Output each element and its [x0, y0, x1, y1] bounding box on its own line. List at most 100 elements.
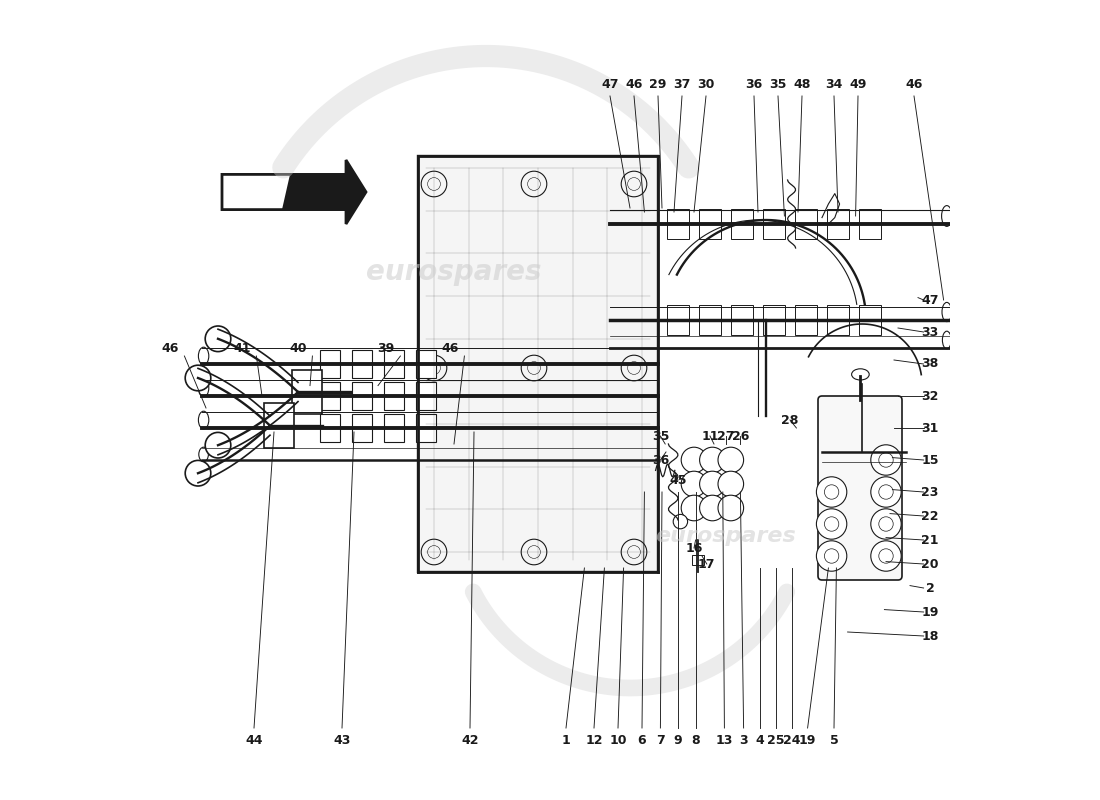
Bar [292, 370, 322, 414]
Bar [762, 305, 785, 335]
Text: 32: 32 [922, 390, 938, 402]
Text: 8: 8 [691, 734, 700, 746]
Circle shape [871, 541, 901, 571]
Bar [762, 209, 785, 239]
Bar [416, 382, 437, 410]
Circle shape [816, 477, 847, 507]
Bar [416, 414, 437, 442]
Ellipse shape [851, 369, 869, 380]
Bar [730, 305, 754, 335]
Bar [827, 305, 849, 335]
FancyBboxPatch shape [818, 396, 902, 580]
Text: 1: 1 [562, 734, 571, 746]
Text: 30: 30 [697, 78, 715, 90]
Text: 45: 45 [669, 474, 686, 486]
Text: 13: 13 [716, 734, 733, 746]
Text: 7: 7 [656, 734, 664, 746]
Circle shape [681, 447, 707, 473]
Bar [320, 382, 340, 410]
Circle shape [700, 471, 725, 497]
Ellipse shape [198, 347, 209, 365]
Ellipse shape [198, 411, 209, 429]
Text: 42: 42 [461, 734, 478, 746]
Bar [795, 305, 817, 335]
Text: 17: 17 [698, 558, 715, 570]
Text: 37: 37 [673, 78, 691, 90]
Bar [730, 209, 754, 239]
Circle shape [673, 514, 688, 529]
Ellipse shape [198, 379, 209, 397]
Circle shape [816, 541, 847, 571]
Bar [827, 209, 849, 239]
Circle shape [816, 509, 847, 539]
Text: 19: 19 [799, 734, 816, 746]
Text: 3: 3 [739, 734, 748, 746]
Circle shape [681, 495, 707, 521]
Text: 22: 22 [922, 510, 938, 522]
Bar [418, 156, 658, 572]
Text: 2: 2 [925, 582, 934, 594]
Ellipse shape [942, 206, 952, 226]
Bar [667, 209, 690, 239]
Bar [352, 350, 373, 378]
Text: 26: 26 [732, 430, 749, 442]
Text: 18: 18 [922, 630, 938, 642]
Text: 44: 44 [245, 734, 263, 746]
Text: 48: 48 [793, 78, 811, 90]
Text: 34: 34 [825, 78, 843, 90]
Text: 25: 25 [767, 734, 784, 746]
Bar [859, 305, 881, 335]
Circle shape [871, 477, 901, 507]
Bar [384, 350, 405, 378]
Text: 5: 5 [829, 734, 838, 746]
Circle shape [700, 447, 725, 473]
Text: 46: 46 [905, 78, 923, 90]
Bar [352, 382, 373, 410]
Text: 47: 47 [922, 294, 938, 306]
Bar [264, 403, 294, 448]
Text: 23: 23 [922, 486, 938, 498]
Text: 19: 19 [922, 606, 938, 618]
Bar [698, 209, 722, 239]
Text: 27: 27 [717, 430, 735, 442]
Circle shape [871, 509, 901, 539]
Circle shape [681, 471, 707, 497]
Text: 12: 12 [585, 734, 603, 746]
Text: 35: 35 [769, 78, 786, 90]
Text: 10: 10 [609, 734, 627, 746]
Bar [795, 209, 817, 239]
Text: 47: 47 [602, 78, 618, 90]
Bar [320, 350, 340, 378]
Text: 6: 6 [638, 734, 647, 746]
Text: 31: 31 [922, 422, 938, 434]
Text: 4: 4 [756, 734, 764, 746]
Circle shape [206, 326, 231, 352]
Text: 40: 40 [289, 342, 307, 354]
Bar [416, 350, 437, 378]
Text: eurospares: eurospares [656, 526, 796, 546]
Bar [859, 209, 881, 239]
Ellipse shape [942, 302, 952, 322]
Text: 33: 33 [922, 326, 938, 338]
Text: 28: 28 [781, 414, 799, 426]
Circle shape [185, 365, 211, 390]
Circle shape [718, 471, 744, 497]
Circle shape [718, 495, 744, 521]
Circle shape [206, 432, 231, 458]
Text: 46: 46 [625, 78, 642, 90]
Text: 46: 46 [162, 342, 178, 354]
Ellipse shape [943, 331, 951, 349]
Text: 41: 41 [233, 342, 251, 354]
Bar [698, 305, 722, 335]
Text: 15: 15 [922, 454, 938, 466]
Text: eurospares: eurospares [366, 258, 541, 286]
Text: 35: 35 [651, 430, 669, 442]
Circle shape [185, 460, 211, 486]
Text: 49: 49 [849, 78, 867, 90]
Bar [352, 414, 373, 442]
Text: 20: 20 [922, 558, 938, 570]
Bar [384, 414, 405, 442]
Bar [320, 414, 340, 442]
Text: 43: 43 [333, 734, 351, 746]
Text: 11: 11 [702, 430, 718, 442]
